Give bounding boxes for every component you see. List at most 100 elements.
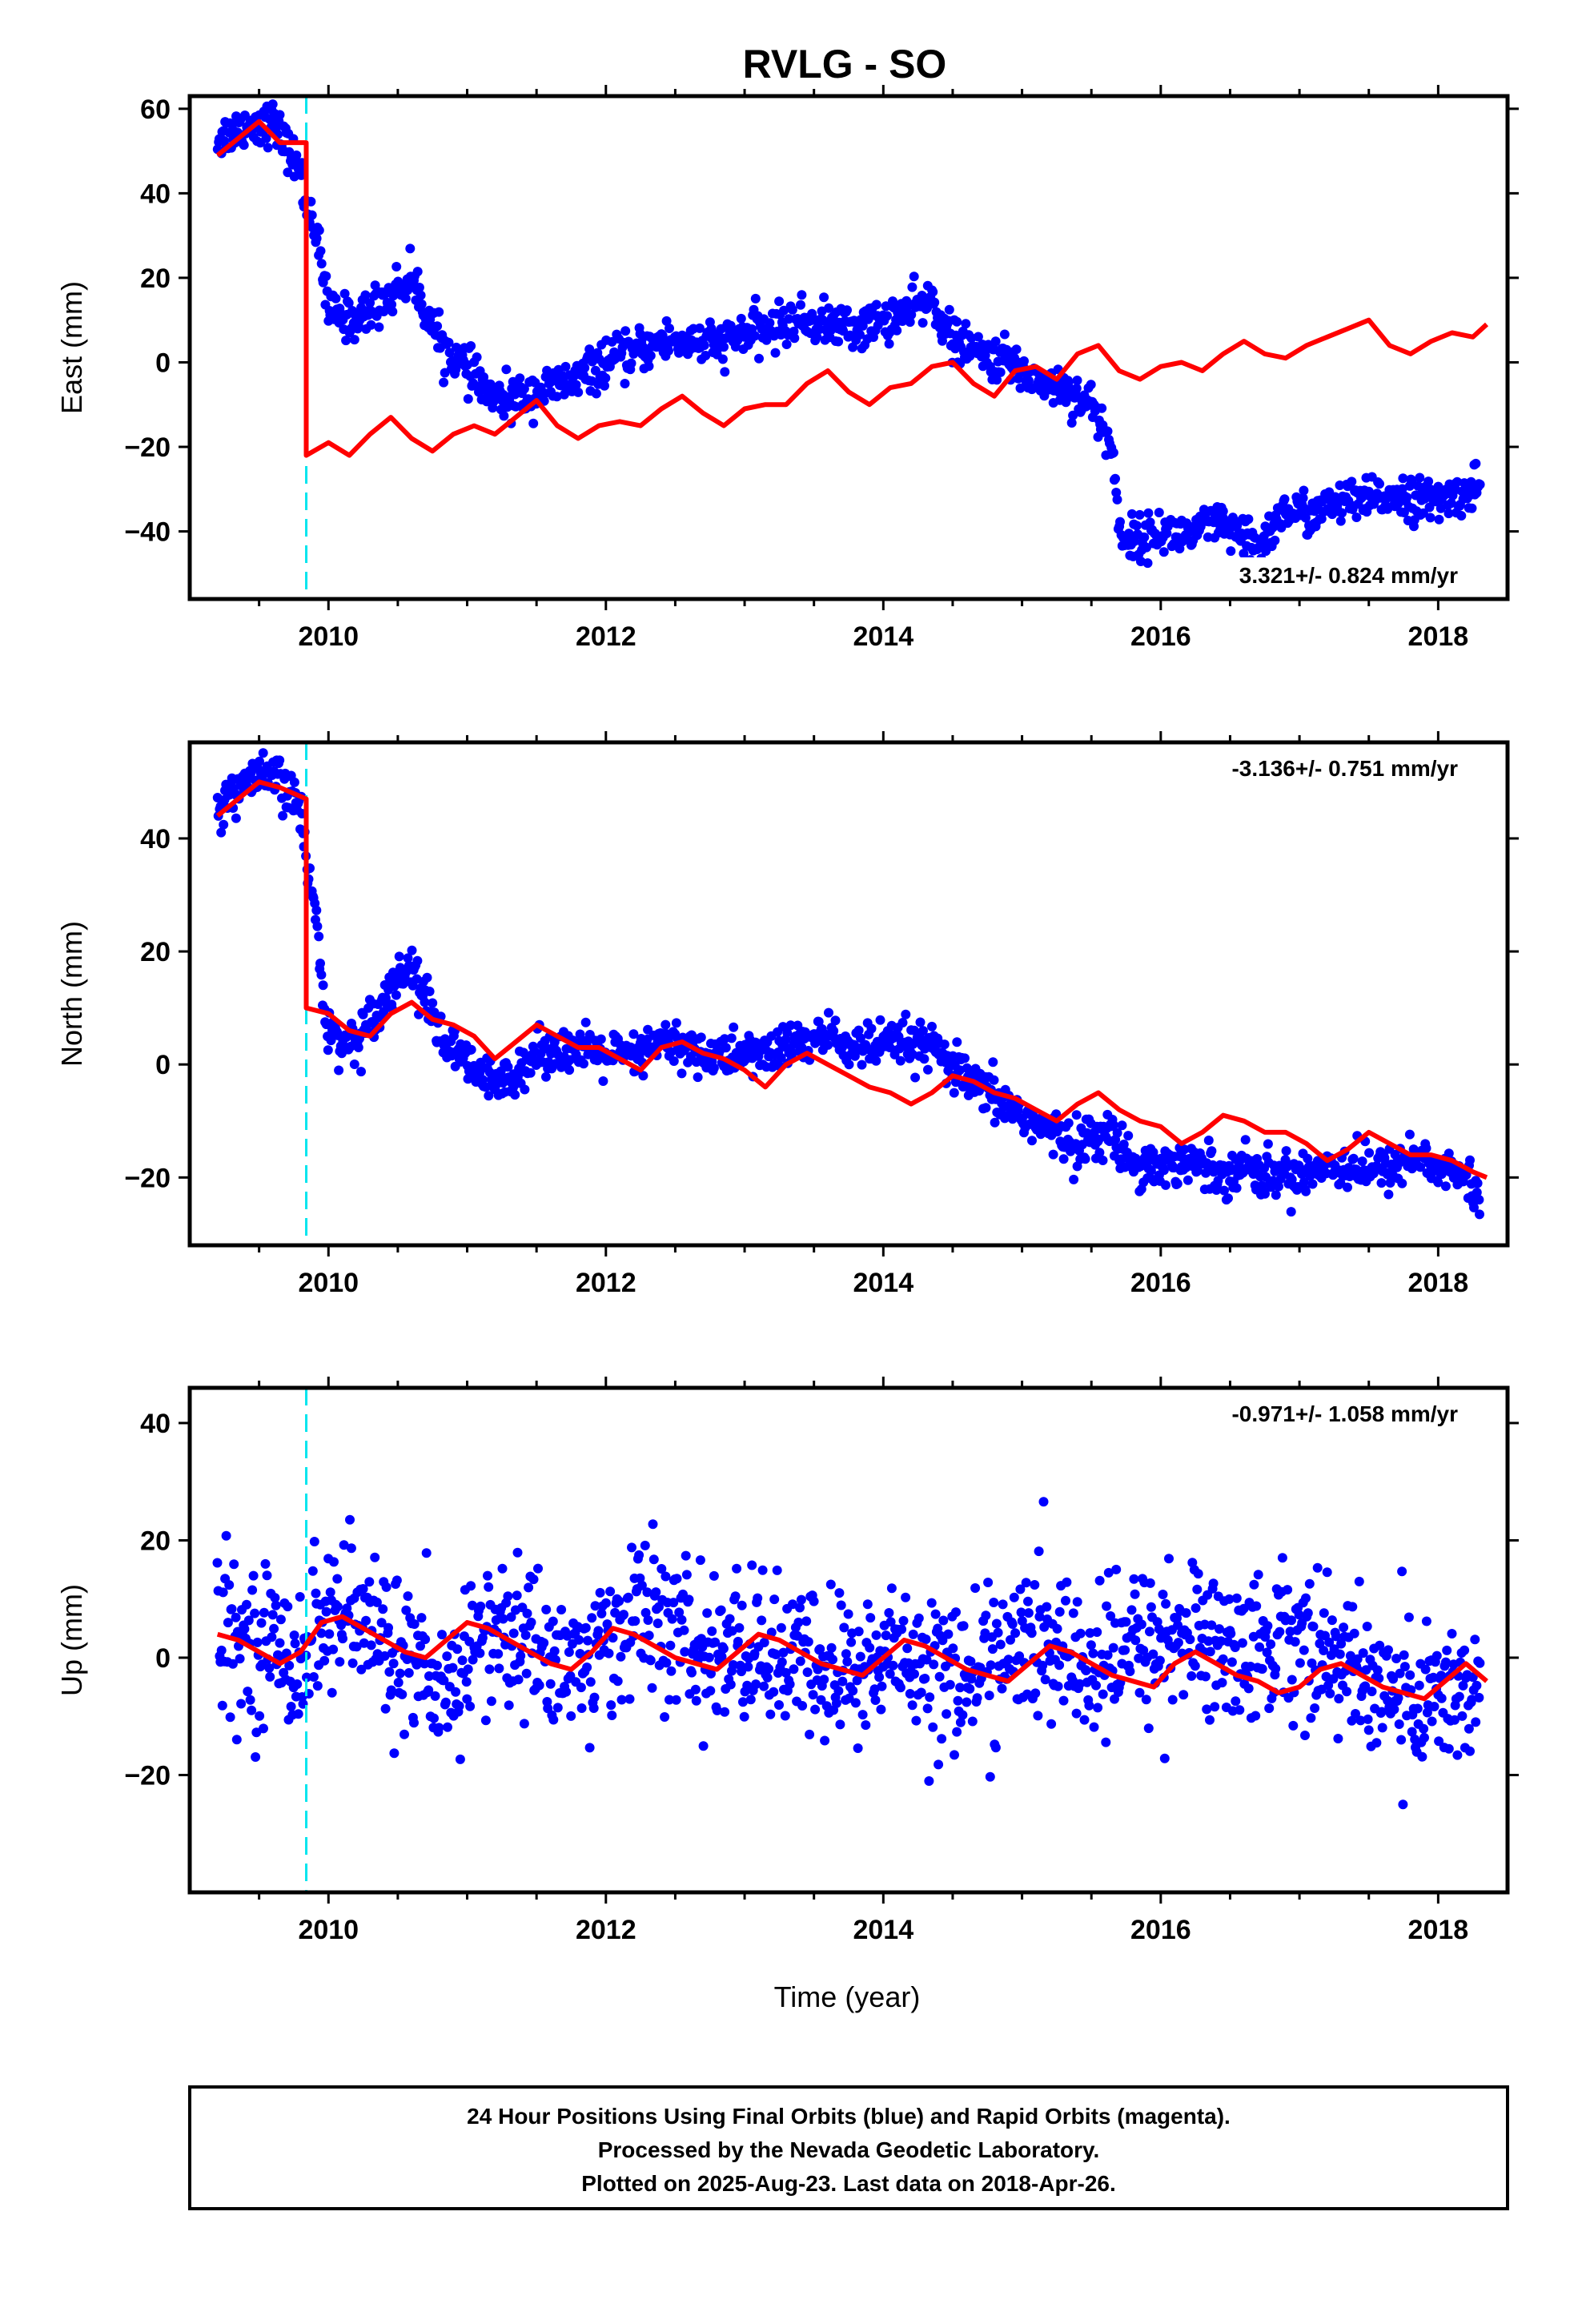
- data-point: [787, 304, 797, 315]
- data-point: [1391, 1654, 1402, 1663]
- data-point: [998, 1599, 1008, 1610]
- data-point: [881, 1630, 891, 1641]
- data-point: [733, 1636, 743, 1647]
- data-point: [1322, 1567, 1332, 1578]
- data-point: [852, 1675, 862, 1686]
- data-point: [967, 1716, 978, 1727]
- data-point: [1385, 1178, 1395, 1188]
- data-point: [995, 367, 1006, 377]
- data-point: [1364, 1148, 1375, 1158]
- data-point: [434, 307, 444, 317]
- data-point: [884, 339, 894, 349]
- data-point: [643, 1615, 653, 1625]
- data-point: [892, 325, 902, 336]
- data-point: [246, 768, 256, 778]
- data-point: [857, 1710, 868, 1720]
- data-point: [1216, 1636, 1227, 1647]
- data-point: [231, 1612, 241, 1622]
- data-point: [1161, 1180, 1170, 1190]
- data-point: [1143, 1723, 1154, 1734]
- data-point: [1040, 1675, 1050, 1685]
- data-point: [736, 313, 746, 324]
- data-point: [376, 1618, 387, 1628]
- data-point: [397, 1689, 408, 1699]
- data-point: [1472, 1680, 1482, 1691]
- data-point: [644, 1630, 654, 1641]
- data-point: [1407, 1727, 1417, 1737]
- y-tick-label: 0: [155, 1050, 171, 1080]
- data-point: [644, 361, 654, 372]
- data-point: [1357, 1156, 1367, 1167]
- data-point: [809, 1596, 819, 1606]
- data-point: [870, 1695, 881, 1705]
- data-point: [737, 1600, 747, 1610]
- data-point: [318, 980, 328, 991]
- data-point: [269, 1623, 279, 1634]
- data-point: [378, 1604, 388, 1614]
- y-tick-label: −40: [124, 517, 171, 548]
- data-point: [785, 1020, 796, 1031]
- data-point: [1412, 1703, 1423, 1714]
- data-point: [1146, 1165, 1156, 1176]
- data-point: [263, 143, 273, 153]
- data-point: [1094, 1575, 1105, 1586]
- data-point: [966, 1656, 976, 1667]
- x-axis-label: Time (year): [774, 1980, 921, 2013]
- data-point: [503, 1062, 513, 1072]
- data-point: [325, 1587, 335, 1598]
- data-point: [335, 1657, 345, 1667]
- data-point: [1251, 1711, 1261, 1721]
- data-point: [1271, 1190, 1281, 1200]
- data-point: [672, 1574, 682, 1584]
- data-point: [1146, 1602, 1156, 1612]
- y-tick-label: 0: [155, 348, 171, 378]
- final-orbit-points-east: [212, 99, 1485, 569]
- data-point: [1058, 1154, 1069, 1164]
- data-point: [953, 1695, 963, 1706]
- data-point: [1327, 1615, 1337, 1626]
- data-point: [656, 1564, 667, 1574]
- data-point: [466, 341, 476, 351]
- rate-label-north: -3.136+/- 0.751 mm/yr: [1231, 756, 1458, 781]
- data-point: [1071, 1110, 1082, 1120]
- footer-line-2: Processed by the Nevada Geodetic Laborat…: [598, 2137, 1100, 2162]
- data-point: [843, 1609, 853, 1619]
- data-point: [921, 1655, 932, 1665]
- data-point: [1075, 1628, 1086, 1638]
- data-point: [1423, 476, 1434, 487]
- data-point: [855, 1651, 865, 1662]
- data-point: [985, 1771, 995, 1782]
- data-point: [443, 1722, 452, 1732]
- data-point: [1218, 506, 1228, 517]
- data-point: [788, 1599, 797, 1610]
- data-point: [980, 350, 990, 360]
- data-point: [1383, 1645, 1393, 1655]
- data-point: [1333, 1734, 1343, 1743]
- data-point: [939, 1039, 950, 1050]
- data-point: [865, 1642, 875, 1653]
- data-point: [1136, 1619, 1146, 1630]
- data-point: [1360, 1681, 1371, 1691]
- x-tick-label: 2018: [1408, 621, 1469, 652]
- data-point: [831, 1698, 841, 1708]
- data-point: [545, 1679, 556, 1689]
- data-point: [897, 1018, 908, 1027]
- data-point: [576, 1683, 586, 1693]
- x-tick-label: 2016: [1130, 1268, 1191, 1298]
- data-point: [1226, 1628, 1236, 1638]
- data-point: [1011, 344, 1022, 355]
- data-point: [1335, 516, 1346, 526]
- data-point: [239, 140, 249, 151]
- y-tick-label: −20: [124, 1163, 171, 1193]
- data-point: [374, 322, 384, 332]
- data-point: [1145, 1626, 1154, 1637]
- data-point: [1355, 1715, 1366, 1726]
- data-point: [709, 1570, 719, 1581]
- data-point: [933, 1623, 943, 1634]
- chart-title: RVLG - SO: [743, 42, 947, 86]
- data-point: [1456, 511, 1467, 521]
- data-point: [1393, 1693, 1403, 1703]
- rate-label-east: 3.321+/- 0.824 mm/yr: [1239, 563, 1458, 588]
- data-point: [1420, 1664, 1431, 1675]
- data-point: [358, 1584, 368, 1594]
